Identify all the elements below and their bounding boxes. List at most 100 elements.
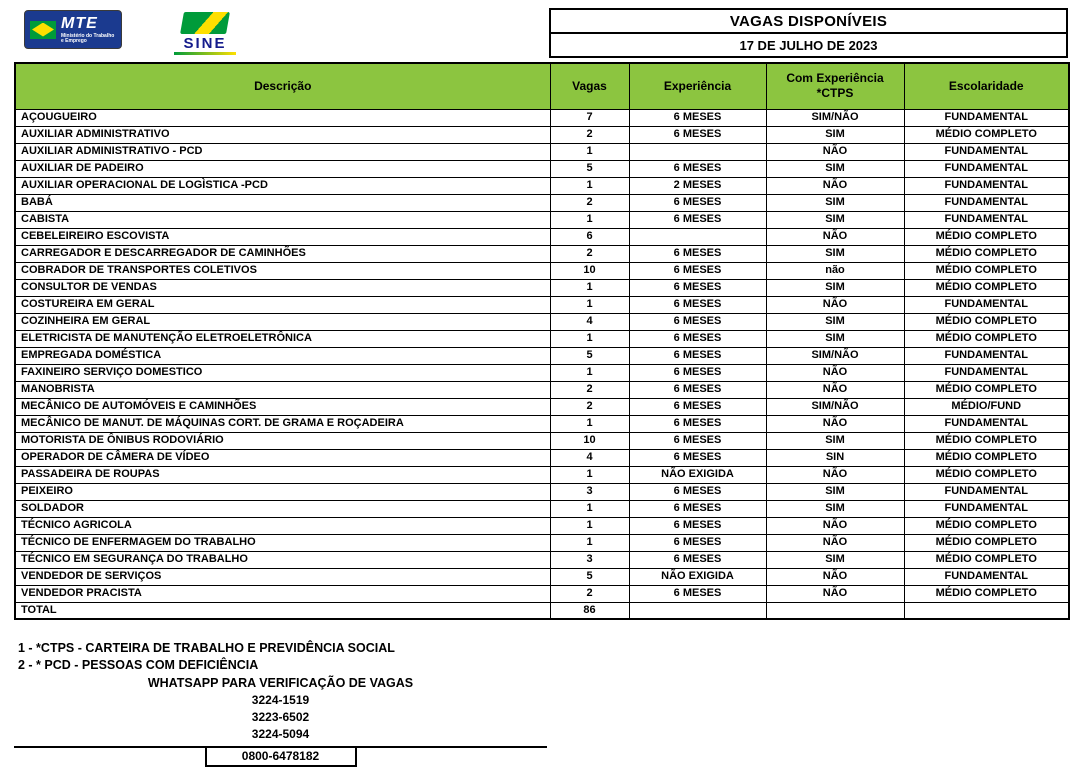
education-level: FUNDAMENTAL bbox=[903, 142, 1070, 161]
table-row: TÉCNICO EM SEGURANÇA DO TRABALHO 3 6 MESES… bbox=[14, 550, 1070, 569]
vacancies-count: 6 bbox=[549, 227, 630, 246]
ctps-experience: SIM/NÃO bbox=[765, 346, 905, 365]
footnote-pcd: 2 - * PCD - PESSOAS COM DEFICIÊNCIA bbox=[18, 658, 259, 672]
education-level: FUNDAMENTAL bbox=[903, 108, 1070, 127]
table-row: COZINHEIRA EM GERAL 4 6 MESES SIM MÉDIO COMP… bbox=[14, 312, 1070, 331]
ctps-experience: NÃO bbox=[765, 227, 905, 246]
hotline-number: 0800-6478182 bbox=[204, 748, 357, 767]
experience-required: 6 MESES bbox=[628, 346, 767, 365]
table-row: ELETRICISTA DE MANUTENÇÃO ELETROELETRÔNI… bbox=[14, 329, 1070, 348]
job-description: MOTORISTA DE ÔNIBUS RODOVIÁRIO bbox=[14, 431, 551, 450]
job-description: PEIXEIRO bbox=[14, 482, 551, 501]
education-level: MÉDIO COMPLETO bbox=[903, 329, 1070, 348]
sine-logo: SINE bbox=[174, 12, 236, 55]
job-description: SOLDADOR bbox=[14, 499, 551, 518]
sine-flag-icon bbox=[180, 12, 230, 34]
empty-cell bbox=[903, 601, 1070, 620]
ctps-experience: NÃO bbox=[765, 584, 905, 603]
ctps-experience: NÃO bbox=[765, 516, 905, 535]
education-level: MÉDIO COMPLETO bbox=[903, 533, 1070, 552]
experience-required: NÃO EXIGIDA bbox=[628, 567, 767, 586]
mte-logo-text: MTE Ministério do Trabalho e Emprego bbox=[61, 14, 116, 44]
experience-required: 6 MESES bbox=[628, 329, 767, 348]
table-row: CEBELEIREIRO ESCOVISTA 6 NÃO MÉDIO COMPLETO bbox=[14, 227, 1070, 246]
education-level: FUNDAMENTAL bbox=[903, 346, 1070, 365]
job-description: OPERADOR DE CÂMERA DE VÍDEO bbox=[14, 448, 551, 467]
job-description: TÉCNICO DE ENFERMAGEM DO TRABALHO bbox=[14, 533, 551, 552]
job-description: CONSULTOR DE VENDAS bbox=[14, 278, 551, 297]
ctps-experience: NÃO bbox=[765, 363, 905, 382]
education-level: MÉDIO COMPLETO bbox=[903, 550, 1070, 569]
education-level: FUNDAMENTAL bbox=[903, 363, 1070, 382]
table-row: FAXINEIRO SERVIÇO DOMESTICO 1 6 MESES NÃO FU… bbox=[14, 363, 1070, 382]
vacancies-count: 2 bbox=[549, 193, 630, 212]
education-level: MÉDIO COMPLETO bbox=[903, 516, 1070, 535]
ctps-experience: SIM bbox=[765, 244, 905, 263]
experience-required: 6 MESES bbox=[628, 210, 767, 229]
sine-logo-underline bbox=[174, 52, 236, 55]
mte-logo-subtitle: Ministério do Trabalho e Emprego bbox=[61, 32, 115, 44]
vacancies-count: 2 bbox=[549, 125, 630, 144]
experience-required: 6 MESES bbox=[628, 125, 767, 144]
job-description: MECÂNICO DE AUTOMÓVEIS E CAMINHÕES bbox=[14, 397, 551, 416]
experience-required: 6 MESES bbox=[628, 261, 767, 280]
table-row: AUXILIAR ADMINISTRATIVO 2 6 MESES SIM MÉDIO … bbox=[14, 125, 1070, 144]
vacancies-count: 1 bbox=[549, 414, 630, 433]
ctps-experience: SIM bbox=[765, 482, 905, 501]
experience-required: 6 MESES bbox=[628, 414, 767, 433]
education-level: MÉDIO/FUND bbox=[903, 397, 1070, 416]
ctps-experience: SIM bbox=[765, 159, 905, 178]
vacancies-count: 10 bbox=[549, 431, 630, 450]
ctps-experience: SIM bbox=[765, 193, 905, 212]
empty-cell bbox=[628, 601, 767, 620]
ctps-experience: NÃO bbox=[765, 465, 905, 484]
ctps-experience: SIM bbox=[765, 210, 905, 229]
experience-required: 2 MESES bbox=[628, 176, 767, 195]
vacancies-count: 1 bbox=[549, 295, 630, 314]
education-level: MÉDIO COMPLETO bbox=[903, 431, 1070, 450]
experience-required: 6 MESES bbox=[628, 550, 767, 569]
table-row: MOTORISTA DE ÔNIBUS RODOVIÁRIO 10 6 MESES S… bbox=[14, 431, 1070, 450]
experience-required: 6 MESES bbox=[628, 499, 767, 518]
empty-cell bbox=[765, 601, 905, 620]
education-level: MÉDIO COMPLETO bbox=[903, 261, 1070, 280]
table-row: EMPREGADA DOMÉSTICA 5 6 MESES SIM/NÃO FUNDAM… bbox=[14, 346, 1070, 365]
experience-required bbox=[628, 142, 767, 161]
vacancies-count: 1 bbox=[549, 499, 630, 518]
ctps-experience: SIM bbox=[765, 431, 905, 450]
brazil-flag-icon bbox=[30, 20, 56, 39]
mte-logo-title: MTE bbox=[61, 14, 98, 32]
job-description: FAXINEIRO SERVIÇO DOMESTICO bbox=[14, 363, 551, 382]
table-row: SOLDADOR 1 6 MESES SIM FUNDAMENTAL bbox=[14, 499, 1070, 518]
job-description: AÇOUGUEIRO bbox=[14, 108, 551, 127]
education-level: MÉDIO COMPLETO bbox=[903, 465, 1070, 484]
table-row: AUXILIAR DE PADEIRO 5 6 MESES SIM FUNDAMENTA… bbox=[14, 159, 1070, 178]
education-level: FUNDAMENTAL bbox=[903, 295, 1070, 314]
table-header: Descrição Vagas Experiência Com Experiência… bbox=[14, 62, 1070, 110]
table-row: COBRADOR DE TRANSPORTES COLETIVOS 10 6 MES… bbox=[14, 261, 1070, 280]
ctps-experience: SIM bbox=[765, 312, 905, 331]
total-label: TOTAL bbox=[14, 601, 551, 620]
education-level: FUNDAMENTAL bbox=[903, 482, 1070, 501]
phone-number: 3224-1519 bbox=[251, 693, 310, 707]
experience-required bbox=[628, 227, 767, 246]
job-description: MECÂNICO DE MANUT. DE MÁQUINAS CORT. DE … bbox=[14, 414, 551, 433]
job-description: AUXILIAR ADMINISTRATIVO - PCD bbox=[14, 142, 551, 161]
education-level: FUNDAMENTAL bbox=[903, 567, 1070, 586]
ctps-experience: SIM/NÃO bbox=[765, 108, 905, 127]
education-level: MÉDIO COMPLETO bbox=[903, 380, 1070, 399]
ctps-experience: NÃO bbox=[765, 295, 905, 314]
education-level: MÉDIO COMPLETO bbox=[903, 584, 1070, 603]
table-row: OPERADOR DE CÂMERA DE VÍDEO 4 6 MESES SIN MÉ… bbox=[14, 448, 1070, 467]
job-description: ELETRICISTA DE MANUTENÇÃO ELETROELETRÔNI… bbox=[14, 329, 551, 348]
ctps-experience: NÃO bbox=[765, 380, 905, 399]
table-row: AÇOUGUEIRO 7 6 MESES SIM/NÃO FUNDAMENTAL bbox=[14, 108, 1070, 127]
vacancies-count: 5 bbox=[549, 567, 630, 586]
table-row: CONSULTOR DE VENDAS 1 6 MESES SIM MÉDIO COMP… bbox=[14, 278, 1070, 297]
column-header-job-description: Descrição bbox=[14, 62, 551, 110]
sine-logo-title: SINE bbox=[183, 35, 227, 52]
experience-required: 6 MESES bbox=[628, 193, 767, 212]
table-row: MANOBRISTA 2 6 MESES NÃO MÉDIO COMPLETO bbox=[14, 380, 1070, 399]
table-row: COSTUREIRA EM GERAL 1 6 MESES NÃO FUNDAMENTA… bbox=[14, 295, 1070, 314]
job-description: TÉCNICO AGRICOLA bbox=[14, 516, 551, 535]
